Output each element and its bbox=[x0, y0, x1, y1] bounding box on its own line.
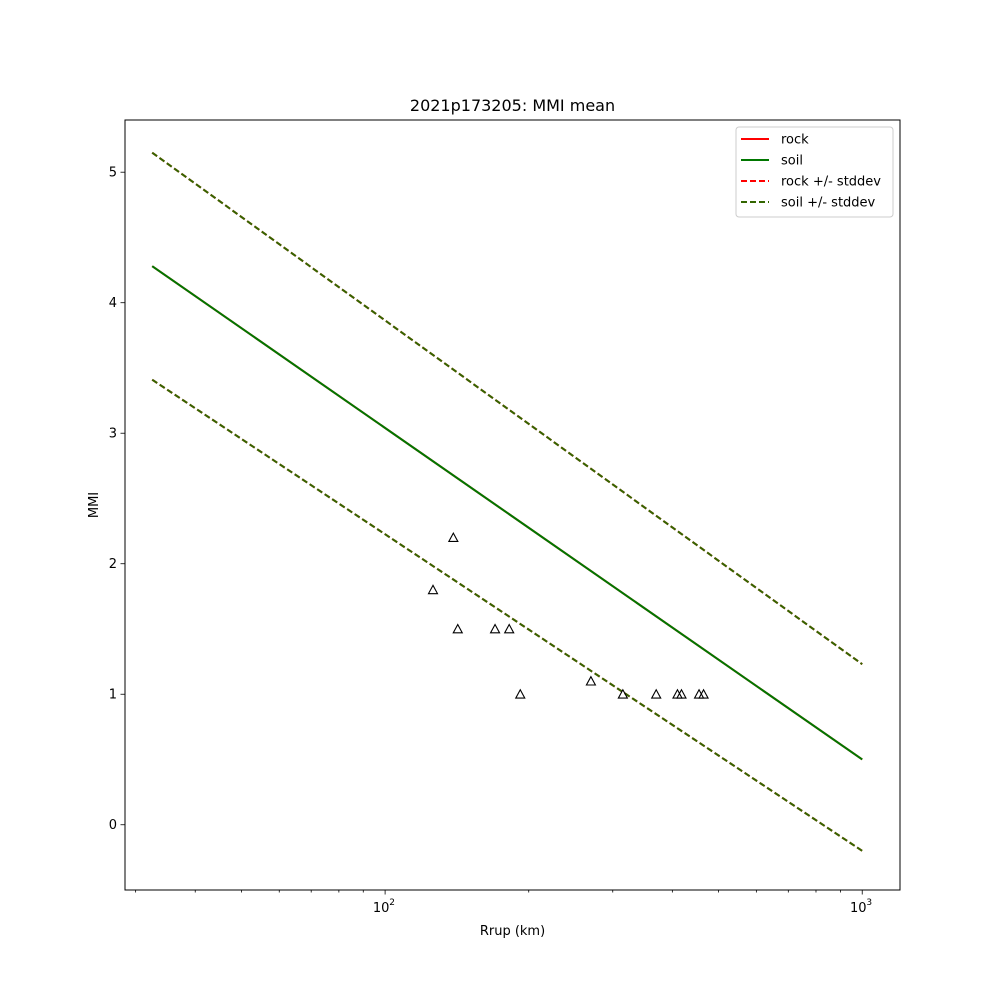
x-axis-label: Rrup (km) bbox=[480, 924, 545, 939]
y-tick-label-0: 0 bbox=[109, 818, 117, 833]
series-line-soil-stddev-upper bbox=[151, 151, 863, 666]
chart-title: 2021p173205: MMI mean bbox=[410, 96, 615, 115]
series-line-soil-stddev-lower bbox=[151, 378, 863, 852]
y-tick-label-4: 4 bbox=[109, 296, 117, 311]
x-axis: 10 2 10 3 bbox=[135, 890, 872, 916]
observation-point-7 bbox=[585, 675, 597, 686]
series-line-soil bbox=[151, 265, 863, 761]
observation-point-4 bbox=[489, 623, 501, 634]
y-tick-label-1: 1 bbox=[109, 688, 117, 703]
x-tick-label-1000: 10 bbox=[850, 901, 867, 916]
x-tick-label-exponent-100: 2 bbox=[389, 898, 395, 908]
y-tick-label-3: 3 bbox=[109, 427, 117, 442]
observation-point-1 bbox=[427, 584, 439, 595]
observation-point-13 bbox=[698, 688, 709, 699]
y-tick-label-5: 5 bbox=[109, 166, 117, 181]
legend: rock soil rock +/- stddev soil +/- stddev bbox=[735, 126, 894, 218]
observation-point-6 bbox=[514, 688, 526, 699]
plot-frame bbox=[124, 119, 901, 891]
legend-label-soil: soil bbox=[781, 154, 803, 169]
legend-label-rock-stddev: rock +/- stddev bbox=[781, 175, 881, 190]
observation-point-9 bbox=[650, 688, 662, 699]
legend-box bbox=[735, 126, 894, 218]
y-axis: 0 1 2 3 4 5 bbox=[109, 166, 125, 833]
y-tick-label-2: 2 bbox=[109, 557, 117, 572]
observation-point-12 bbox=[693, 688, 705, 699]
legend-label-rock: rock bbox=[781, 133, 809, 148]
observation-point-8 bbox=[617, 688, 629, 699]
y-axis-label: MMI bbox=[87, 492, 102, 518]
x-tick-label-exponent-1000: 3 bbox=[866, 898, 872, 908]
observation-point-2 bbox=[447, 531, 459, 543]
legend-label-soil-stddev: soil +/- stddev bbox=[781, 196, 876, 211]
plot-area bbox=[151, 151, 863, 852]
x-tick-label-100: 10 bbox=[373, 901, 390, 916]
observation-point-3 bbox=[452, 623, 464, 634]
observation-point-11 bbox=[676, 688, 687, 699]
observation-point-5 bbox=[503, 623, 515, 634]
